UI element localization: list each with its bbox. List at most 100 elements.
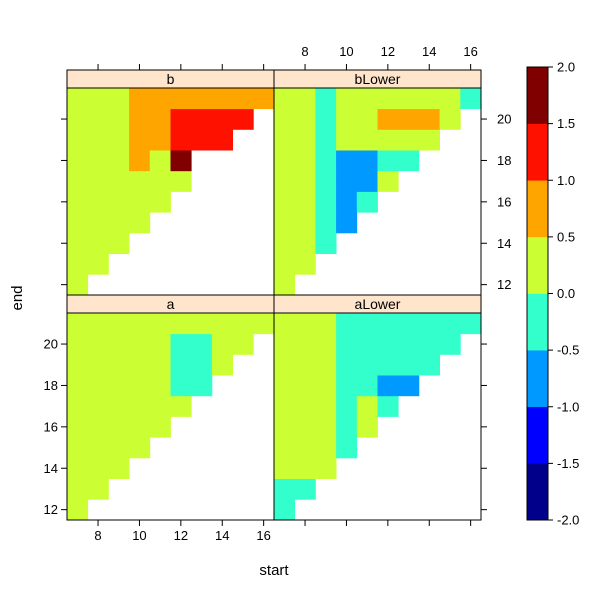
- heatmap-cell: [129, 437, 151, 459]
- x-tick-label: 12: [174, 528, 188, 543]
- colorkey-swatch: [527, 463, 548, 521]
- heatmap-cell: [67, 457, 89, 479]
- heatmap-cell: [149, 191, 171, 213]
- heatmap-cell: [398, 150, 420, 172]
- colorkey-label: 1.5: [557, 116, 575, 131]
- heatmap-cell: [129, 88, 151, 110]
- heatmap-cell: [294, 457, 316, 479]
- y-tick-label: 18: [497, 153, 511, 168]
- heatmap-cell: [377, 129, 399, 151]
- heatmap-cell: [149, 333, 171, 355]
- y-tick-label: 14: [497, 236, 511, 251]
- heatmap-cell: [336, 170, 358, 192]
- panel-border: [273, 312, 482, 521]
- heatmap-cell: [87, 354, 109, 376]
- heatmap-cell: [67, 129, 89, 151]
- heatmap-cell: [108, 313, 130, 335]
- heatmap-cell: [108, 212, 130, 234]
- colorkey-label: -0.5: [557, 343, 579, 358]
- x-tick-label: 12: [381, 44, 395, 59]
- heatmap-cell: [211, 108, 233, 130]
- heatmap-cell: [439, 333, 461, 355]
- panel-strip-label: aLower: [355, 296, 401, 312]
- heatmap-cell: [439, 108, 461, 130]
- y-axis-title: end: [9, 285, 26, 310]
- heatmap-cell: [129, 191, 151, 213]
- heatmap-cell: [253, 88, 275, 110]
- heatmap-cell: [67, 150, 89, 172]
- heatmap-cell: [67, 170, 89, 192]
- heatmap-cell: [336, 108, 358, 130]
- heatmap-cell: [108, 232, 130, 254]
- heatmap-cell: [67, 274, 89, 296]
- heatmap-cell: [232, 88, 254, 110]
- heatmap-cell: [211, 333, 233, 355]
- y-tick-label: 18: [44, 378, 58, 393]
- heatmap-cell: [377, 313, 399, 335]
- heatmap-cell: [356, 375, 378, 397]
- panel-strip-label: bLower: [355, 71, 401, 87]
- colorkey-label: -2.0: [557, 513, 579, 528]
- heatmap-cell: [191, 354, 213, 376]
- heatmap-cell: [108, 354, 130, 376]
- heatmap-cell: [336, 150, 358, 172]
- heatmap-cell: [315, 313, 337, 335]
- heatmap-cell: [129, 395, 151, 417]
- heatmap-cell: [129, 150, 151, 172]
- heatmap-cell: [294, 437, 316, 459]
- heatmap-cell: [67, 313, 89, 335]
- heatmap-cell: [398, 129, 420, 151]
- x-tick-label: 14: [422, 44, 436, 59]
- heatmap-cell: [294, 191, 316, 213]
- colorkey-label: 0.5: [557, 229, 575, 244]
- heatmap-cell: [87, 150, 109, 172]
- heatmap-cell: [211, 88, 233, 110]
- heatmap-cell: [356, 416, 378, 438]
- heatmap-cell: [336, 395, 358, 417]
- heatmap-cell: [274, 499, 296, 521]
- heatmap-cell: [356, 191, 378, 213]
- colorkey-swatch: [527, 350, 548, 408]
- heatmap-cell: [108, 375, 130, 397]
- y-tick-label: 16: [44, 419, 58, 434]
- heatmap-cell: [149, 416, 171, 438]
- heatmap-cell: [315, 354, 337, 376]
- heatmap-cell: [129, 333, 151, 355]
- heatmap-cell: [377, 170, 399, 192]
- heatmap-cell: [67, 191, 89, 213]
- heatmap-cell: [170, 170, 192, 192]
- heatmap-cell: [294, 212, 316, 234]
- heatmap-cell: [87, 108, 109, 130]
- x-tick-label: 16: [463, 44, 477, 59]
- heatmap-cell: [315, 457, 337, 479]
- heatmap-cell: [398, 375, 420, 397]
- heatmap-cell: [129, 129, 151, 151]
- colorkey-label: 0.0: [557, 286, 575, 301]
- x-tick-label: 10: [132, 528, 146, 543]
- x-tick-label: 8: [301, 44, 308, 59]
- heatmap-cell: [336, 129, 358, 151]
- heatmap-cell: [294, 354, 316, 376]
- heatmap-cell: [108, 150, 130, 172]
- heatmap-cell: [315, 191, 337, 213]
- colorkey-swatch: [527, 123, 548, 181]
- heatmap-cell: [294, 170, 316, 192]
- heatmap-cell: [67, 416, 89, 438]
- heatmap-cell: [377, 150, 399, 172]
- heatmap-cell: [418, 88, 440, 110]
- heatmap-cell: [149, 313, 171, 335]
- x-axis-title: start: [259, 562, 289, 579]
- heatmap-cell: [108, 108, 130, 130]
- heatmap-cell: [149, 170, 171, 192]
- panel-strip-label: b: [167, 71, 175, 87]
- colorkey-swatch: [527, 180, 548, 238]
- y-tick-label: 16: [497, 194, 511, 209]
- heatmap-cell: [129, 313, 151, 335]
- heatmap-cell: [87, 416, 109, 438]
- heatmap-cell: [211, 313, 233, 335]
- heatmap-cell: [129, 170, 151, 192]
- heatmap-cell: [170, 88, 192, 110]
- heatmap-cell: [87, 232, 109, 254]
- heatmap-cell: [315, 212, 337, 234]
- heatmap-cell: [274, 375, 296, 397]
